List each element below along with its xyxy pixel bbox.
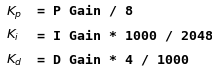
Text: $K_d$: $K_d$ [6, 53, 23, 68]
Text: = D Gain * 4 / 1000: = D Gain * 4 / 1000 [29, 54, 189, 67]
Text: = I Gain * 1000 / 2048: = I Gain * 1000 / 2048 [29, 29, 212, 42]
Text: = P Gain / 8: = P Gain / 8 [29, 5, 133, 18]
Text: $K_i$: $K_i$ [6, 28, 20, 43]
Text: $K_p$: $K_p$ [6, 4, 22, 21]
